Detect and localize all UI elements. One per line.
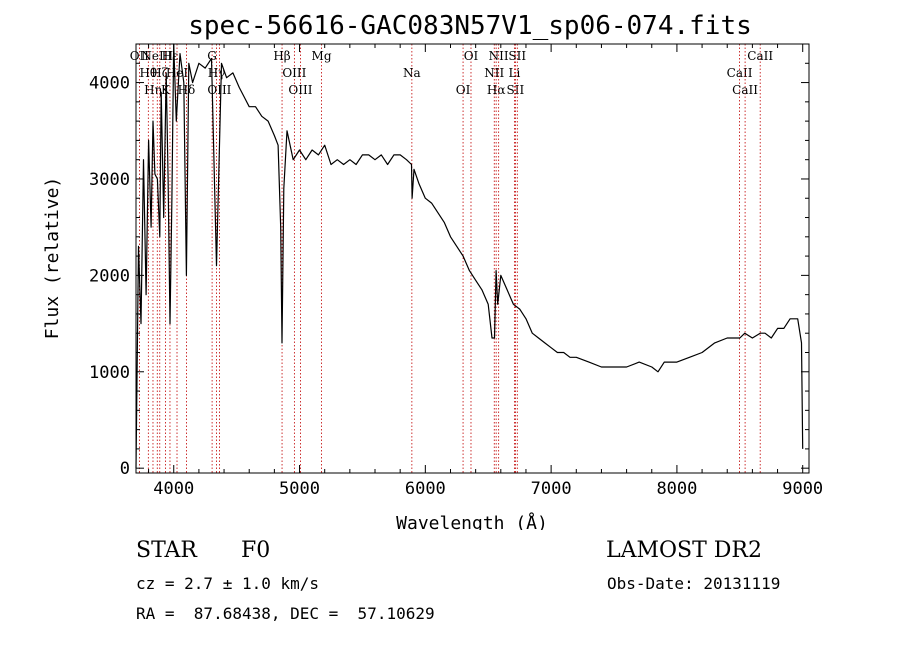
line-label: Hβ xyxy=(273,49,290,63)
line-label: Hη xyxy=(144,83,162,97)
y-tick-label: 2000 xyxy=(89,266,130,286)
chart-title: spec-56616-GAC083N57V1_sp06-074.fits xyxy=(188,11,752,41)
x-axis-label: Wavelength (Å) xyxy=(396,512,548,530)
y-tick-label: 0 xyxy=(120,459,130,479)
line-label: Li xyxy=(508,66,520,80)
y-tick-label: 1000 xyxy=(89,363,130,383)
plot-frame xyxy=(135,43,810,474)
redshift-readout: cz = 2.7 ± 1.0 km/s xyxy=(136,574,320,593)
x-tick-label: 6000 xyxy=(405,479,446,499)
object-class: STAR xyxy=(136,538,197,563)
spectrum-plot: spec-56616-GAC083N57V1_sp06-074.fits OII… xyxy=(42,11,823,530)
line-label: CaII xyxy=(747,49,773,63)
x-tick-label: 9000 xyxy=(782,479,823,499)
line-label: CaII xyxy=(727,66,753,80)
line-label: NII xyxy=(484,66,504,80)
spectrum-line xyxy=(135,43,804,469)
line-label: OI xyxy=(456,83,471,97)
line-label: Na xyxy=(403,66,421,80)
line-label: Hα xyxy=(487,83,506,97)
object-subclass: F0 xyxy=(241,538,271,563)
x-tick-label: 5000 xyxy=(279,479,320,499)
line-label: Hδ xyxy=(178,83,196,97)
line-label: CaII xyxy=(732,83,758,97)
coordinates-readout: RA = 87.68438, DEC = 57.10629 xyxy=(136,604,435,623)
y-axis-label: Flux (relative) xyxy=(42,177,63,340)
line-label: OI xyxy=(464,49,479,63)
line-label: NII xyxy=(489,49,509,63)
line-label: Hε xyxy=(162,49,179,63)
x-tick-label: 7000 xyxy=(531,479,572,499)
line-label: G xyxy=(207,49,217,63)
x-tick-label: 4000 xyxy=(153,479,194,499)
emission-line-markers: OIIHθHηNeIIIHζKHεHeIHδGHγOIIIHβOIIIOIIIM… xyxy=(130,44,773,473)
y-tick-label: 4000 xyxy=(89,74,130,94)
line-label: Hζ xyxy=(151,66,168,80)
axis-ticks: 4000 5000 6000 7000 8000 9000 0 1000 2000 3000 400… xyxy=(89,43,823,499)
spectrum-trace xyxy=(135,43,804,469)
line-label: OIII xyxy=(207,83,231,97)
line-label: SII xyxy=(507,83,525,97)
line-label: HeI xyxy=(166,66,189,80)
line-label: Mg xyxy=(312,49,332,63)
line-label: OIII xyxy=(288,83,312,97)
observation-date: Obs-Date: 20131119 xyxy=(607,574,781,593)
y-tick-label: 3000 xyxy=(89,170,130,190)
line-label: OIII xyxy=(282,66,306,80)
line-label: SII xyxy=(508,49,526,63)
survey-name: LAMOST DR2 xyxy=(606,538,762,563)
line-label: OII xyxy=(130,49,150,63)
x-tick-label: 8000 xyxy=(656,479,697,499)
